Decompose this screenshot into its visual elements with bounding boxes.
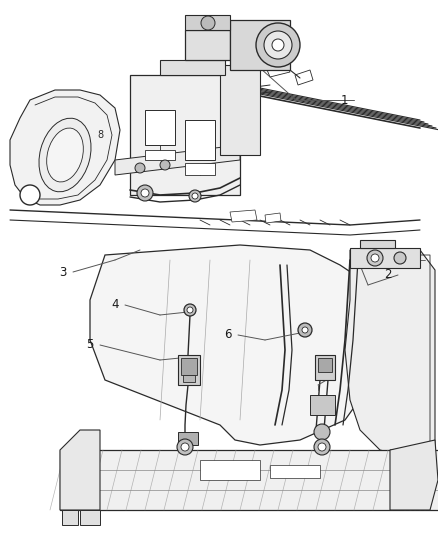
Circle shape [141, 189, 149, 197]
Polygon shape [80, 510, 100, 525]
Circle shape [187, 307, 193, 313]
Circle shape [298, 323, 312, 337]
Polygon shape [310, 395, 335, 415]
Circle shape [184, 304, 196, 316]
Text: 4: 4 [111, 298, 119, 311]
Polygon shape [10, 90, 120, 205]
Circle shape [189, 190, 201, 202]
Polygon shape [265, 213, 281, 223]
Circle shape [20, 185, 40, 205]
Polygon shape [200, 460, 260, 480]
Text: 7: 7 [321, 368, 329, 382]
Circle shape [137, 185, 153, 201]
Ellipse shape [47, 128, 83, 182]
Polygon shape [181, 358, 197, 375]
Circle shape [135, 163, 145, 173]
Circle shape [264, 31, 292, 59]
Circle shape [160, 160, 170, 170]
Polygon shape [318, 358, 332, 372]
Polygon shape [390, 440, 438, 510]
Polygon shape [295, 70, 313, 85]
Circle shape [318, 443, 326, 451]
Circle shape [177, 439, 193, 455]
Polygon shape [360, 240, 395, 248]
Polygon shape [270, 465, 320, 478]
Circle shape [314, 439, 330, 455]
Polygon shape [130, 75, 240, 195]
Ellipse shape [39, 118, 91, 192]
Text: 2: 2 [384, 269, 392, 281]
Polygon shape [145, 110, 175, 145]
Polygon shape [350, 248, 420, 268]
Text: 8: 8 [97, 130, 103, 140]
Circle shape [367, 250, 383, 266]
Polygon shape [178, 355, 200, 385]
Text: 5: 5 [86, 338, 94, 351]
Polygon shape [220, 65, 260, 155]
Polygon shape [90, 245, 380, 445]
Polygon shape [185, 15, 230, 30]
Polygon shape [62, 510, 78, 525]
Text: 3: 3 [59, 265, 67, 279]
Circle shape [256, 23, 300, 67]
Polygon shape [230, 210, 257, 222]
Circle shape [192, 193, 198, 199]
Polygon shape [185, 163, 215, 175]
Polygon shape [185, 30, 230, 60]
Polygon shape [145, 150, 175, 160]
Polygon shape [315, 355, 335, 380]
Circle shape [314, 424, 330, 440]
Circle shape [181, 443, 189, 451]
Circle shape [394, 252, 406, 264]
Text: 1: 1 [340, 93, 348, 107]
Polygon shape [185, 120, 215, 160]
Polygon shape [230, 20, 290, 70]
Circle shape [201, 16, 215, 30]
Polygon shape [178, 432, 198, 445]
Polygon shape [160, 60, 225, 75]
Text: 6: 6 [224, 328, 232, 342]
Polygon shape [60, 430, 100, 510]
Polygon shape [345, 250, 435, 460]
Circle shape [371, 254, 379, 262]
Polygon shape [265, 60, 290, 77]
Polygon shape [115, 145, 240, 175]
Circle shape [302, 327, 308, 333]
Polygon shape [183, 375, 195, 382]
Polygon shape [60, 450, 438, 510]
Circle shape [272, 39, 284, 51]
